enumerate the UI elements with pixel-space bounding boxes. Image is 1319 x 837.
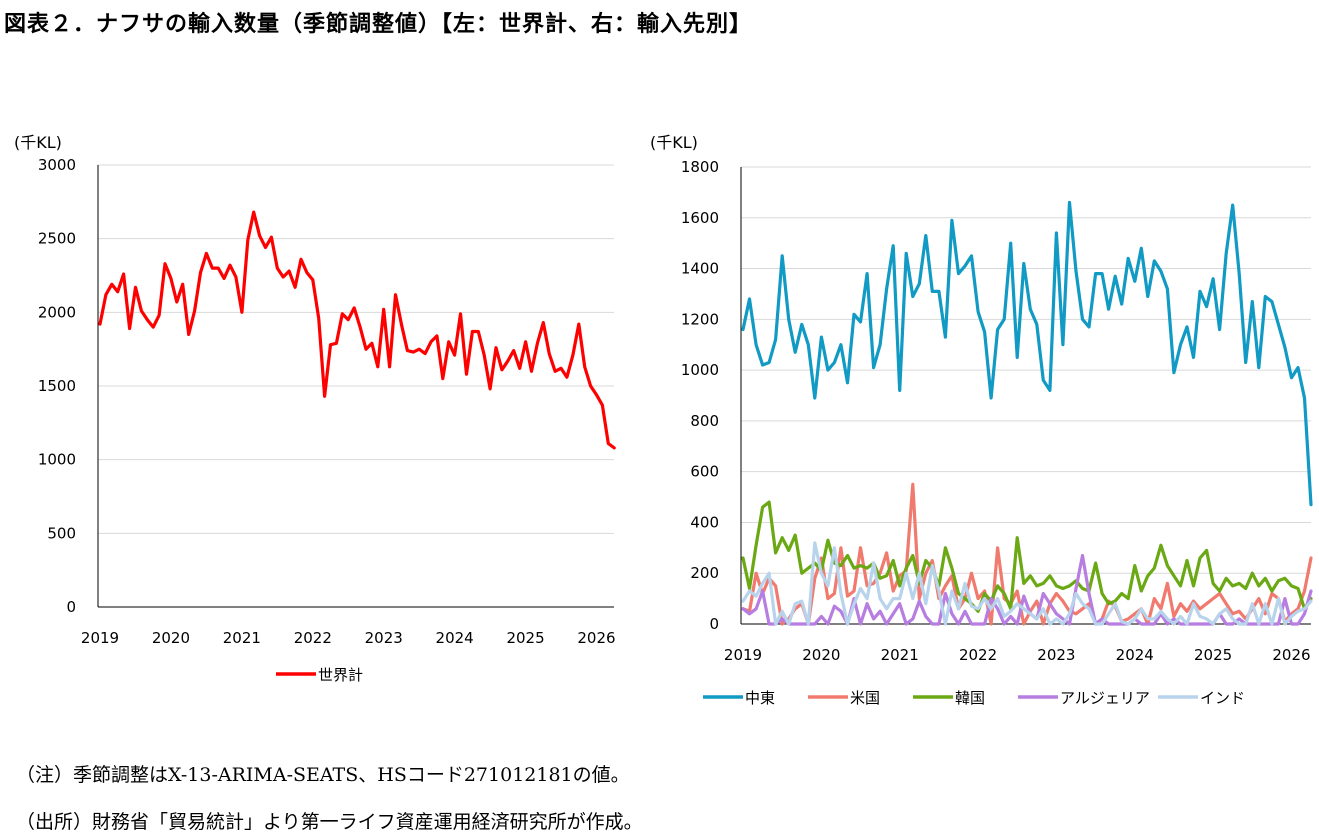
chart1-ytick-label: 2500 [38, 230, 76, 248]
chart1-ytick-label: 3000 [38, 156, 76, 174]
chart2-xtick-label: 2023 [1037, 646, 1075, 664]
chart1-xtick-label: 2024 [436, 629, 474, 647]
chart2-xtick-label: 2024 [1116, 646, 1154, 664]
footnote-source: （出所）財務省「貿易統計」より第一ライフ資産運用経済研究所が作成。 [16, 811, 643, 833]
figure-title: 図表２．ナフサの輸入数量（季節調整値）【左：世界計、右：輸入先別】 [4, 12, 753, 37]
chart2-ytick-label: 600 [690, 463, 719, 481]
chart2-xtick-label: 2022 [959, 646, 997, 664]
chart2-unit-label: (千KL) [650, 133, 698, 152]
chart1-ytick-label: 2000 [38, 303, 76, 321]
chart2-ytick-label: 1600 [681, 209, 719, 227]
chart2-ytick-label: 200 [690, 564, 719, 582]
chart1-ytick-label: 1000 [38, 451, 76, 469]
chart2-ytick-label: 0 [709, 615, 719, 633]
chart2-series-line [741, 200, 1313, 507]
chart2-xtick-label: 2026 [1272, 646, 1310, 664]
chart1-xtick-label: 2022 [294, 629, 332, 647]
chart2-ytick-label: 800 [690, 412, 719, 430]
chart1-series-line [98, 210, 616, 450]
chart2-series-line [741, 553, 1313, 626]
chart2-ytick-label: 400 [690, 513, 719, 531]
chart2-xtick-label: 2025 [1194, 646, 1232, 664]
chart2-ytick-label: 1000 [681, 361, 719, 379]
chart1-ytick-label: 500 [47, 524, 76, 542]
chart1-xtick-label: 2025 [506, 629, 544, 647]
chart1-ytick-label: 1500 [38, 377, 76, 395]
footnote-note: （注）季節調整はX-13-ARIMA-SEATS、HSコード271012181の… [16, 764, 630, 786]
chart2-ytick-label: 1800 [681, 158, 719, 176]
chart2-xtick-label: 2020 [802, 646, 840, 664]
chart2-xtick-label: 2021 [881, 646, 919, 664]
chart2-legend-label: 中東 [745, 689, 775, 707]
chart2-legend-label: 韓国 [955, 689, 985, 707]
chart1-xtick-label: 2021 [223, 629, 261, 647]
chart2-legend-label: 米国 [850, 689, 880, 707]
chart2-ytick-label: 1400 [681, 260, 719, 278]
chart1-xtick-label: 2019 [81, 629, 119, 647]
chart1-xtick-label: 2020 [152, 629, 190, 647]
chart2-legend-label: インド [1200, 689, 1245, 707]
chart2-series-line [741, 541, 1313, 626]
chart1-legend-label: 世界計 [318, 666, 363, 684]
chart1-ytick-label: 0 [66, 598, 76, 616]
chart2-legend-label: アルジェリア [1060, 689, 1150, 707]
chart1-xtick-label: 2026 [577, 629, 615, 647]
chart1-unit-label: (千KL) [14, 133, 62, 152]
chart2-xtick-label: 2019 [724, 646, 762, 664]
chart2-ytick-label: 1200 [681, 310, 719, 328]
chart1-xtick-label: 2023 [365, 629, 403, 647]
